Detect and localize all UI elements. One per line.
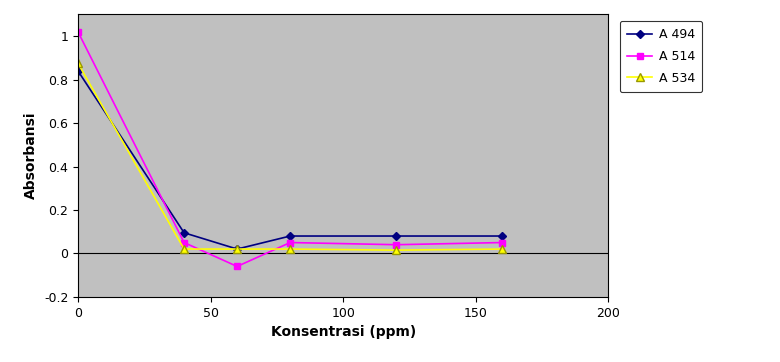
X-axis label: Konsentrasi (ppm): Konsentrasi (ppm) bbox=[271, 325, 416, 339]
A 534 bbox=[232, 247, 242, 251]
A 494 bbox=[73, 69, 83, 73]
A 514 bbox=[285, 240, 295, 245]
A 494 bbox=[285, 234, 295, 238]
A 514 bbox=[179, 240, 189, 245]
A 534 bbox=[73, 61, 83, 66]
A 494 bbox=[498, 234, 507, 238]
Line: A 494: A 494 bbox=[75, 68, 505, 252]
A 494 bbox=[392, 234, 401, 238]
A 514 bbox=[498, 240, 507, 245]
A 534 bbox=[285, 247, 295, 251]
A 534 bbox=[179, 247, 189, 251]
A 514 bbox=[392, 243, 401, 247]
A 494 bbox=[179, 231, 189, 235]
A 534 bbox=[498, 247, 507, 251]
A 494 bbox=[232, 247, 242, 251]
Line: A 514: A 514 bbox=[75, 28, 505, 270]
A 514 bbox=[73, 30, 83, 34]
Y-axis label: Absorbansi: Absorbansi bbox=[24, 112, 38, 199]
Line: A 534: A 534 bbox=[74, 59, 506, 254]
A 514 bbox=[232, 264, 242, 269]
Legend: A 494, A 514, A 534: A 494, A 514, A 534 bbox=[620, 21, 703, 92]
A 534 bbox=[392, 248, 401, 252]
